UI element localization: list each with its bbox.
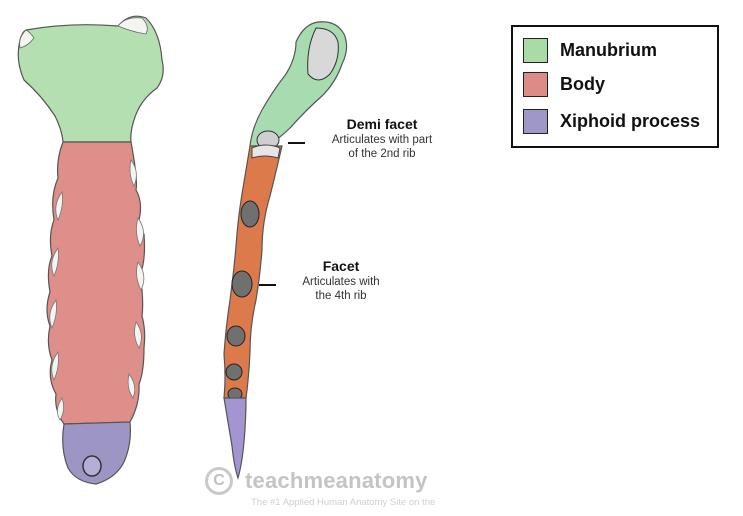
annotation-facet-line2: the 4th rib — [315, 290, 367, 302]
sternum-anterior-view — [17, 15, 164, 485]
annotation-demi-facet-title: Demi facet — [346, 116, 418, 132]
legend: Manubrium Body Xiphoid process — [511, 25, 719, 148]
copyright-icon: C — [205, 467, 233, 495]
watermark-name: teachmeanatomy — [245, 468, 428, 493]
anterior-costal-notch — [55, 190, 63, 222]
lateral-costal-facet — [231, 270, 253, 298]
anterior-costal-notch — [51, 350, 59, 382]
anterior-costal-notch — [136, 217, 144, 247]
anterior-costal-notch — [129, 159, 137, 187]
annotation-demi-facet: Demi facet Articulates with part of the … — [312, 116, 452, 161]
legend-swatch-manubrium — [523, 37, 548, 63]
anterior-costal-notch — [49, 298, 57, 330]
sternum-lateral-view — [223, 21, 348, 481]
anterior-notch-manubrium-left — [19, 29, 35, 49]
anterior-costal-notch — [57, 397, 64, 421]
xiphoid-foramen — [82, 455, 102, 477]
watermark-tagline: The #1 Applied Human Anatomy Site on the — [251, 497, 436, 508]
lateral-costal-facet — [240, 200, 260, 228]
legend-label-body: Body — [560, 73, 605, 94]
anterior-notch-manubrium-right — [117, 17, 148, 35]
legend-label-xiphoid: Xiphoid process — [560, 110, 701, 131]
legend-swatch-xiphoid — [523, 108, 548, 134]
lateral-xiphoid — [223, 397, 247, 481]
anterior-costal-notch — [134, 321, 142, 349]
anterior-costal-notch — [127, 373, 136, 399]
anterior-costal-notch — [136, 261, 145, 291]
anterior-xiphoid — [62, 421, 131, 485]
lateral-costal-facet — [226, 325, 246, 347]
legend-item-xiphoid: Xiphoid process — [523, 106, 700, 136]
legend-swatch-body — [523, 71, 548, 97]
lateral-costal-facet — [225, 363, 243, 381]
anterior-costal-notch — [51, 246, 59, 278]
annotation-demi-facet-line1: Articulates with part — [331, 134, 433, 146]
lateral-body — [223, 145, 283, 399]
legend-label-manubrium: Manubrium — [560, 39, 657, 60]
legend-item-manubrium: Manubrium — [523, 35, 657, 65]
annotation-facet-title: Facet — [322, 258, 360, 274]
lateral-demi-facet — [251, 144, 281, 159]
annotation-demi-facet-line2: of the 2nd rib — [348, 148, 416, 160]
lateral-clavicular-facet — [307, 27, 339, 81]
legend-item-body: Body — [523, 69, 605, 99]
annotation-facet: Facet Articulates with the 4th rib — [284, 258, 398, 303]
anterior-manubrium — [17, 15, 164, 143]
annotation-facet-line1: Articulates with — [302, 276, 380, 288]
